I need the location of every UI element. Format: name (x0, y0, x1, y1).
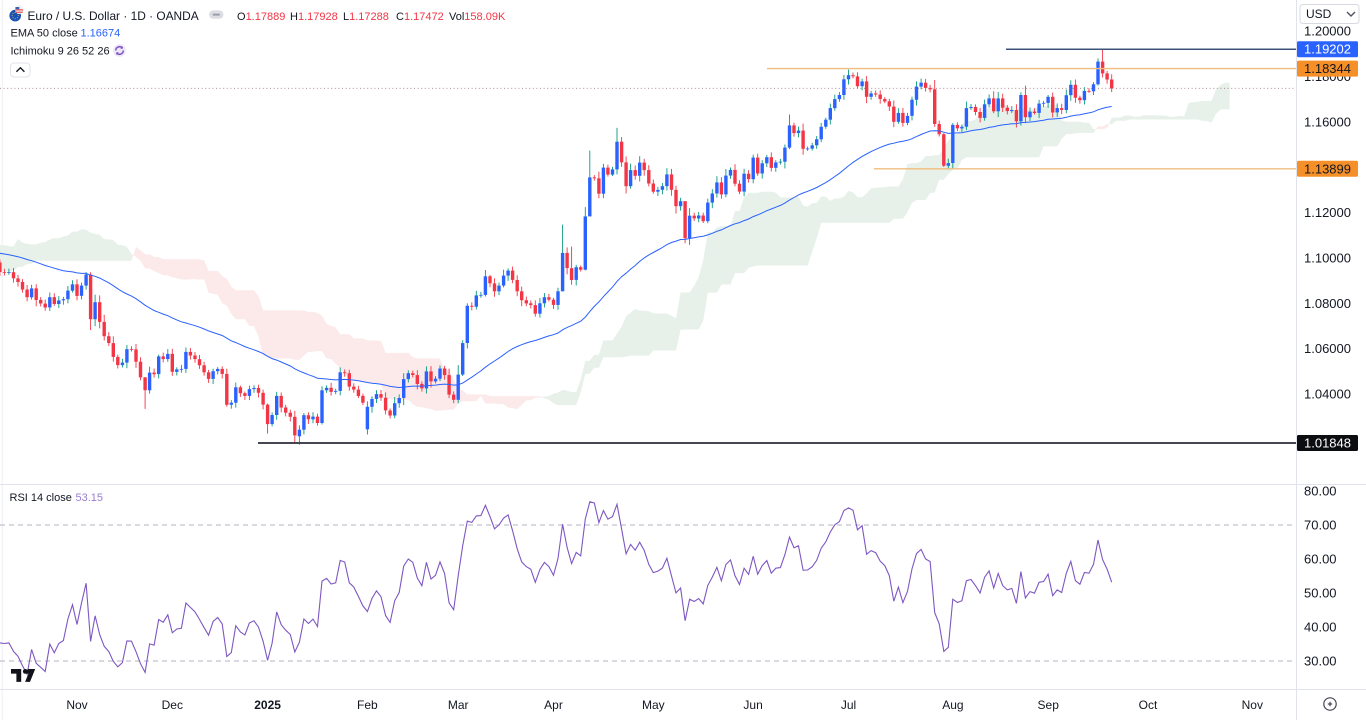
svg-text:Jul: Jul (841, 698, 856, 712)
svg-text:1.10000: 1.10000 (1304, 250, 1351, 265)
svg-text:L1.17288: L1.17288 (343, 11, 389, 23)
svg-text:1.04000: 1.04000 (1304, 387, 1351, 402)
svg-text:1.20000: 1.20000 (1304, 24, 1351, 39)
svg-text:RSI 14 close: RSI 14 close (10, 492, 72, 504)
svg-text:Dec: Dec (162, 698, 183, 712)
svg-text:Sep: Sep (1038, 698, 1060, 712)
svg-text:2025: 2025 (254, 698, 281, 712)
svg-text:Feb: Feb (357, 698, 378, 712)
svg-text:50.00: 50.00 (1304, 586, 1337, 601)
svg-text:1.06000: 1.06000 (1304, 341, 1351, 356)
svg-text:Oct: Oct (1139, 698, 1158, 712)
svg-text:40.00: 40.00 (1304, 620, 1337, 635)
svg-text:O1.17889: O1.17889 (237, 11, 285, 23)
svg-text:1.19202: 1.19202 (1304, 42, 1351, 57)
svg-text:Apr: Apr (544, 698, 563, 712)
svg-text:1.13899: 1.13899 (1304, 161, 1351, 176)
svg-text:Nov: Nov (1242, 698, 1263, 712)
svg-text:30.00: 30.00 (1304, 654, 1337, 669)
svg-text:1.08000: 1.08000 (1304, 296, 1351, 311)
svg-text:Jun: Jun (743, 698, 762, 712)
svg-text:H1.17928: H1.17928 (290, 11, 338, 23)
svg-text:1.18344: 1.18344 (1304, 61, 1351, 76)
svg-text:C1.17472: C1.17472 (396, 11, 444, 23)
svg-text:60.00: 60.00 (1304, 552, 1337, 567)
svg-text:1.16674: 1.16674 (81, 28, 121, 40)
svg-text:80.00: 80.00 (1304, 484, 1337, 499)
svg-text:USD: USD (1306, 7, 1332, 21)
svg-text:1.01848: 1.01848 (1304, 436, 1351, 451)
svg-text:Aug: Aug (942, 698, 963, 712)
svg-text:Nov: Nov (66, 698, 87, 712)
svg-text:Mar: Mar (448, 698, 469, 712)
svg-text:EMA 50 close: EMA 50 close (11, 28, 78, 40)
svg-text:May: May (642, 698, 665, 712)
svg-text:1.16000: 1.16000 (1304, 114, 1351, 129)
svg-text:Euro / U.S. Dollar · 1D · OAND: Euro / U.S. Dollar · 1D · OANDA (28, 9, 199, 23)
svg-text:1.12000: 1.12000 (1304, 205, 1351, 220)
svg-text:70.00: 70.00 (1304, 518, 1337, 533)
svg-text:Ichimoku 9 26 52 26: Ichimoku 9 26 52 26 (11, 46, 110, 58)
svg-text:Vol158.09K: Vol158.09K (449, 11, 506, 23)
svg-text:53.15: 53.15 (76, 492, 104, 504)
